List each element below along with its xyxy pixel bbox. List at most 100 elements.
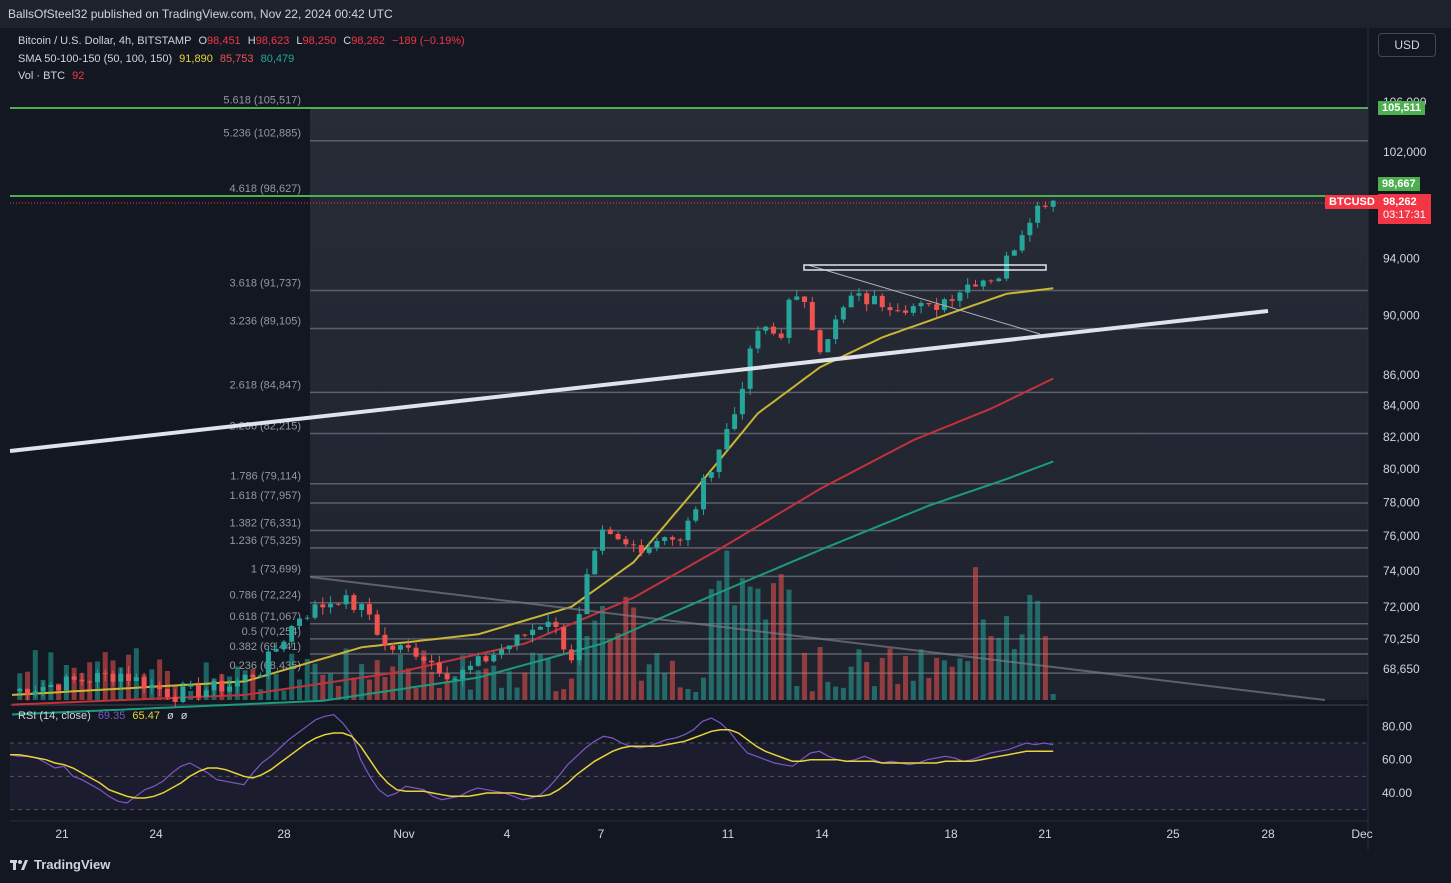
candle-body-24 [195,684,201,697]
volume-bar-54 [429,671,435,700]
candle-body-81 [638,545,644,553]
volume-bar-41 [328,673,334,700]
volume-bar-75 [592,620,598,700]
candle-body-103 [809,301,815,331]
volume-bar-125 [980,619,986,700]
footer [0,850,1451,883]
volume-bar-46 [366,679,372,700]
volume-bar-83 [654,653,660,700]
candle-body-64 [506,645,512,650]
volume-bar-40 [320,674,326,700]
candle-body-26 [211,680,217,691]
volume-bar-55 [436,688,442,700]
candle-body-8 [71,676,77,680]
volume-bar-56 [444,680,450,700]
candle-body-76 [600,529,606,551]
candle-body-59 [467,665,473,670]
tradingview-brand: TradingView [34,857,111,872]
volume-bar-108 [848,666,854,700]
volume-bar-92 [724,550,730,700]
sma50-line [11,287,1054,696]
candle-body-100 [786,299,792,338]
fib-label-2: 4.618 (98,627) [229,183,301,195]
fib-label-4: 3.236 (89,105) [229,315,301,327]
rsi-label: RSI (14, close) [18,710,91,722]
candle-body-37 [296,618,302,626]
green-line-top-label: 105,511 [1378,101,1426,115]
fib-label-16: 0.236 (68,435) [229,660,301,672]
candle-body-2 [25,688,31,695]
candle-body-85 [669,537,675,540]
candle-body-46 [366,603,372,615]
candle-body-131 [1027,222,1033,236]
candle-body-79 [623,539,629,545]
descending-trendline [309,576,1326,701]
fib-label-5: 2.618 (84,847) [229,379,301,391]
price-tick-2: 94,000 [1383,252,1420,266]
candle-body-68 [537,626,543,630]
volume-bar-59 [467,689,473,700]
volume-bar-51 [405,668,411,700]
candle-body-3 [32,691,38,695]
candle-body-44 [351,595,357,610]
volume-bar-23 [188,691,194,700]
candle-body-104 [817,330,823,353]
fib-label-3: 3.618 (91,737) [229,277,301,289]
green-line-mid-label: 98,667 [1378,177,1420,191]
volume-value: 92 [72,70,85,82]
candle-body-77 [607,529,613,534]
sma100-value: 85,753 [219,53,254,65]
price-tick-3: 90,000 [1383,308,1420,322]
time-tick-4: 4 [504,827,511,841]
candle-body-39 [312,604,318,618]
candle-body-35 [281,641,287,650]
tradingview-logo[interactable]: TradingView [10,857,110,872]
candle-body-124 [972,284,978,287]
candle-body-73 [576,614,582,661]
volume-bar-63 [499,687,505,700]
volume-bar-67 [530,652,536,700]
candle-body-88 [693,509,699,521]
price-tick-4: 86,000 [1383,368,1420,382]
volume-bar-113 [887,648,893,700]
currency-button[interactable]: USD [1378,33,1436,57]
volume-bar-128 [1004,616,1010,700]
volume-bar-96 [755,588,761,700]
candle-body-61 [483,656,489,662]
candle-body-16 [133,677,139,681]
candle-body-12 [102,673,108,675]
candle-body-87 [685,520,691,541]
volume-bar-104 [817,647,823,700]
candle-body-96 [755,330,761,349]
volume-bar-44 [351,677,357,700]
candle-body-98 [770,326,776,334]
volume-bar-120 [941,660,947,700]
volume-bar-30 [242,670,248,700]
fib-label-7: 1.786 (79,114) [230,471,301,483]
volume-bar-79 [623,596,629,700]
candle-body-113 [887,307,893,311]
candle-body-106 [833,319,839,340]
candle-body-134 [1050,200,1056,207]
volume-bar-42 [335,685,341,700]
candle-body-32 [258,675,264,678]
candle-body-119 [934,304,940,310]
candle-body-28 [227,686,233,692]
publisher-line: BallsOfSteel32 published on TradingView.… [8,7,393,21]
candle-body-82 [646,547,652,553]
candle-body-102 [802,296,808,302]
volume-bar-126 [988,636,994,700]
time-tick-7: 14 [815,827,829,841]
symbol-legend: Bitcoin / U.S. Dollar, 4h, BITSTAMP O98,… [18,35,469,47]
volume-bar-57 [452,676,458,700]
volume-bar-99 [778,574,784,700]
candle-body-47 [374,614,380,635]
volume-bar-34 [273,673,279,700]
volume-bar-95 [747,586,753,700]
volume-bar-47 [374,660,380,700]
candle-body-45 [359,603,365,610]
volume-bar-90 [708,589,714,700]
volume-bar-117 [918,649,924,700]
candle-body-90 [708,472,714,478]
